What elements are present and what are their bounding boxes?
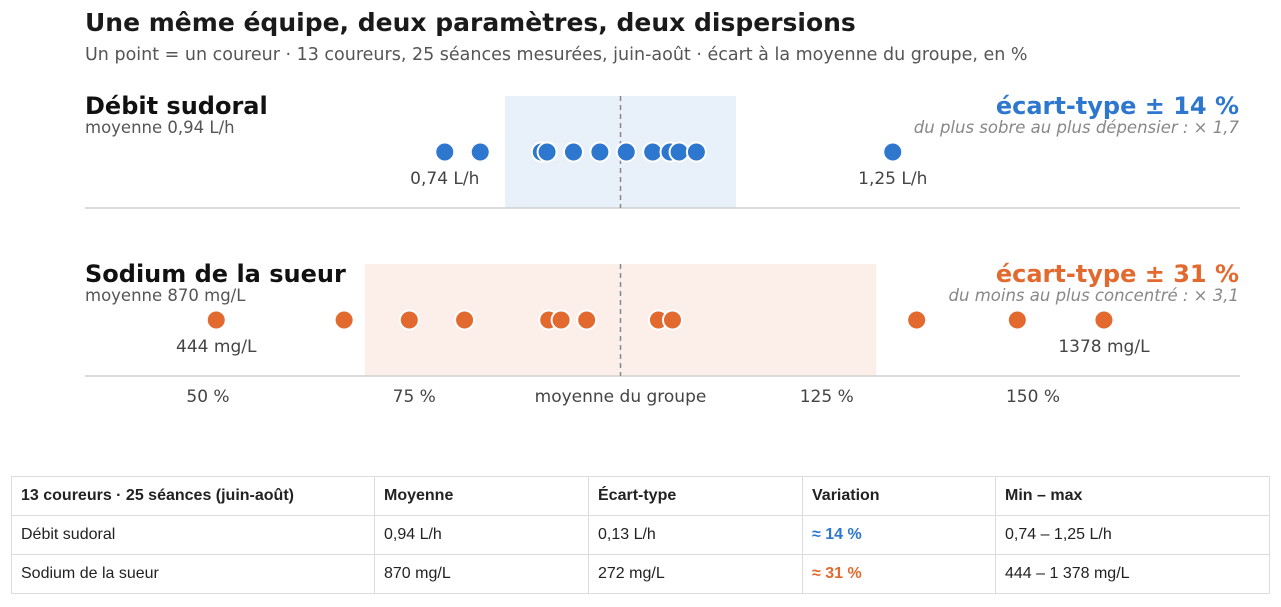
table-cell: 444 – 1 378 mg/L [995,554,1270,594]
summary-table-container: 13 coureurs · 25 séances (juin-août) Moy… [11,476,1271,594]
data-point [685,141,707,163]
table-cell: 0,13 L/h [588,515,803,555]
data-point [1093,309,1115,331]
data-point [469,141,491,163]
data-point [906,309,928,331]
table-row: Sodium de la sueur 870 mg/L 272 mg/L ≈ 3… [11,554,1270,594]
x-tick-label: 50 % [186,387,229,407]
series-stddev-label: écart-type ± 14 % [996,92,1239,120]
header-cell: Variation [802,476,996,516]
table-cell: ≈ 31 % [802,554,996,594]
data-point [576,309,598,331]
series-stddev-label: écart-type ± 31 % [996,260,1239,288]
min-value-label: 444 mg/L [176,337,257,357]
summary-table: 13 coureurs · 25 séances (juin-août) Moy… [11,476,1270,594]
data-point [550,309,572,331]
table-cell: Sodium de la sueur [11,554,375,594]
table-cell: 0,94 L/h [374,515,589,555]
x-tick-label: 150 % [1006,387,1060,407]
series-ratio-label: du moins au plus concentré : × 3,1 [949,286,1239,305]
table-cell: ≈ 14 % [802,515,996,555]
data-point [434,141,456,163]
table-row: Débit sudoral 0,94 L/h 0,13 L/h ≈ 14 % 0… [11,515,1270,555]
table-cell: Débit sudoral [11,515,375,555]
table-cell: 0,74 – 1,25 L/h [995,515,1270,555]
data-point [661,309,683,331]
data-point [642,141,664,163]
data-point [589,141,611,163]
table-cell: 272 mg/L [588,554,803,594]
data-point [205,309,227,331]
data-point [536,141,558,163]
series-name: Débit sudoral [85,92,268,120]
data-point [454,309,476,331]
header-cell: Min – max [995,476,1270,516]
max-value-label: 1378 mg/L [1058,337,1150,357]
data-point [668,141,690,163]
chart-subtitle: Un point = un coureur · 13 coureurs, 25 … [85,45,1028,65]
x-tick-label: moyenne du groupe [535,387,707,407]
header-cell: Écart-type [588,476,803,516]
data-point [398,309,420,331]
header-cell: Moyenne [374,476,589,516]
data-point [562,141,584,163]
header-cell: 13 coureurs · 25 séances (juin-août) [11,476,375,516]
data-point [615,141,637,163]
series-mean-label: moyenne 0,94 L/h [85,118,235,137]
series-ratio-label: du plus sobre au plus dépensier : × 1,7 [914,118,1240,137]
x-tick-label: 75 % [393,387,436,407]
data-point [333,309,355,331]
data-point [882,141,904,163]
x-tick-label: 125 % [800,387,854,407]
chart-title: Une même équipe, deux paramètres, deux d… [85,8,856,37]
max-value-label: 1,25 L/h [858,169,927,189]
table-header-row: 13 coureurs · 25 séances (juin-août) Moy… [11,476,1270,516]
series-mean-label: moyenne 870 mg/L [85,286,246,305]
min-value-label: 0,74 L/h [410,169,479,189]
data-point [1006,309,1028,331]
series-name: Sodium de la sueur [85,260,346,288]
table-cell: 870 mg/L [374,554,589,594]
